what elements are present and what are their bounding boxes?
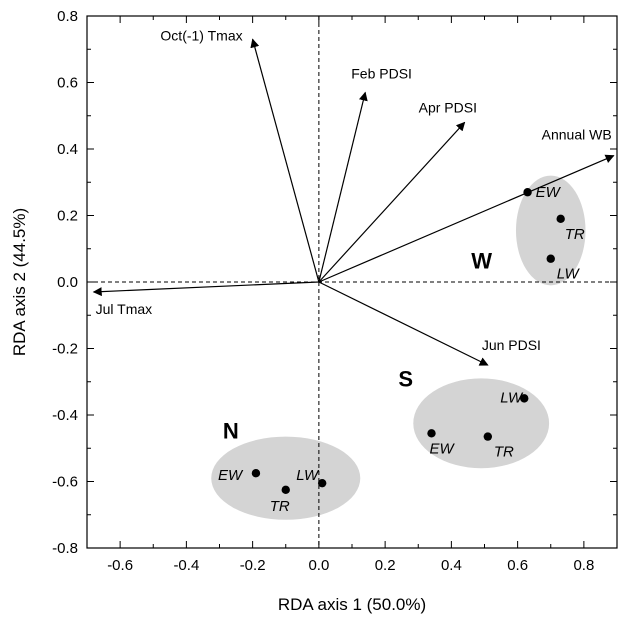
vector-annual-wb (318, 154, 615, 283)
point-label-w-ew: EW (536, 184, 562, 201)
vector-feb-pdsi (318, 91, 368, 283)
x-tick-label: -0.4 (173, 557, 199, 574)
point-s-tr (483, 432, 493, 441)
point-label-s-tr: TR (494, 444, 514, 461)
point-w-lw (546, 254, 555, 263)
vector-label-oct-1-tmax: Oct(-1) Tmax (160, 27, 242, 43)
point-label-n-tr: TR (270, 498, 290, 515)
point-layer: EW TR LW W LW EW TR S EW LW TR N (218, 184, 585, 515)
point-s-ew (427, 429, 436, 438)
point-n-ew (251, 468, 261, 478)
group-ellipse-s (413, 378, 550, 469)
y-axis-label: RDA axis 2 (44.5%) (10, 208, 29, 356)
vector-jun-pdsi (318, 281, 489, 366)
vector-label-apr-pdsi: Apr PDSI (419, 99, 477, 115)
point-label-w-tr: TR (565, 226, 585, 243)
tick-layer: -0.6 -0.4 -0.2 0.0 0.2 0.4 0.6 0.8 -0.8 -0.6 -0.4 -… (52, 8, 618, 574)
x-tick-label: 0.4 (441, 557, 462, 574)
point-label-n-ew: EW (218, 467, 244, 484)
ellipse-layer (211, 175, 586, 520)
point-n-lw (317, 478, 327, 488)
x-tick-label: 0.6 (507, 557, 528, 574)
vector-layer: Oct(-1) Tmax Feb PDSI Apr PDSI Annual WB Jul… (92, 27, 615, 366)
y-tick-label: 0.4 (57, 141, 78, 158)
point-w-tr (556, 214, 565, 224)
group-label-s: S (398, 367, 413, 392)
y-tick-label: 0.0 (57, 274, 78, 291)
vector-jul-tmax (92, 281, 319, 297)
point-n-tr (281, 485, 290, 495)
y-tick-label: 0.8 (57, 8, 78, 25)
y-tick-label: -0.8 (52, 540, 78, 557)
point-label-s-lw: LW (500, 389, 524, 406)
vector-label-jun-pdsi: Jun PDSI (482, 337, 541, 353)
y-tick-label: 0.6 (57, 75, 78, 92)
x-tick-label: 0.8 (573, 557, 594, 574)
y-tick-label: -0.6 (52, 474, 78, 491)
y-tick-label: -0.4 (52, 407, 78, 424)
x-tick-label: 0.2 (375, 557, 396, 574)
vector-label-jul-tmax: Jul Tmax (96, 301, 153, 317)
x-axis-label: RDA axis 1 (50.0%) (278, 595, 426, 614)
y-tick-label: -0.2 (52, 341, 78, 358)
vector-label-annual-wb: Annual WB (542, 127, 612, 143)
vector-apr-pdsi (318, 121, 466, 283)
point-s-lw (520, 394, 529, 403)
group-ellipse-w (515, 175, 586, 286)
group-ellipse-n (211, 436, 361, 520)
x-tick-label: -0.2 (240, 557, 266, 574)
group-label-n: N (223, 418, 239, 443)
vector-oct-1-tmax (250, 38, 320, 283)
x-tick-label: -0.6 (107, 557, 133, 574)
point-label-n-lw: LW (296, 467, 320, 484)
point-label-w-lw: LW (557, 266, 581, 283)
point-w-ew (523, 188, 532, 197)
group-label-w: W (471, 249, 492, 274)
point-label-s-ew: EW (430, 440, 456, 457)
y-tick-label: 0.2 (57, 208, 78, 225)
x-tick-label: 0.0 (308, 557, 329, 574)
vector-label-feb-pdsi: Feb PDSI (351, 65, 412, 81)
